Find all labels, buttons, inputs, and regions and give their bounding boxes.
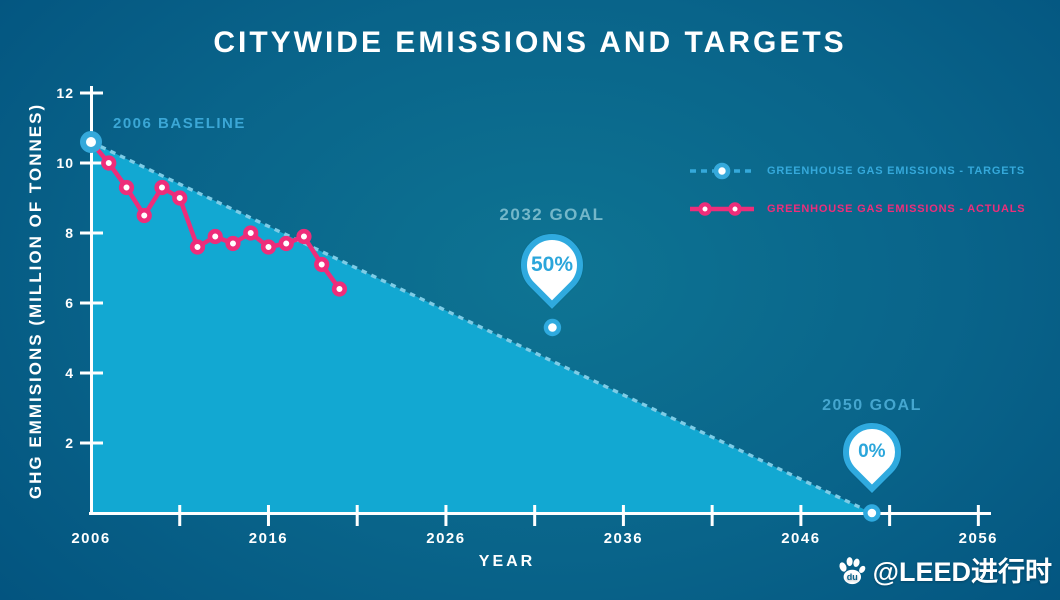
- actuals-point: [331, 281, 348, 297]
- y-tick-label: 10: [56, 155, 74, 171]
- watermark-text: @LEED进行时: [872, 557, 1052, 587]
- x-tick-label: 2046: [781, 530, 820, 547]
- y-tick-label: 2: [65, 435, 74, 451]
- x-axis-title: YEAR: [478, 553, 536, 570]
- svg-text:du: du: [846, 571, 857, 581]
- legend: GREENHOUSE GAS EMISSIONS - TARGETS GREEN…: [688, 158, 1025, 234]
- legend-targets-label: GREENHOUSE GAS EMISSIONS - TARGETS: [767, 165, 1026, 177]
- actuals-point: [118, 179, 135, 196]
- watermark: du @LEED进行时: [836, 550, 1052, 589]
- x-tick-label: 2016: [249, 530, 288, 547]
- targets-dashed-swatch: [690, 162, 754, 180]
- actuals-line-swatch: [690, 202, 754, 216]
- y-tick-label: 6: [65, 295, 74, 311]
- legend-item-actuals: GREENHOUSE GAS EMISSIONS - ACTUALS: [688, 196, 1025, 222]
- actuals-point: [314, 256, 330, 273]
- baidu-paw-icon: du: [839, 556, 865, 584]
- actuals-point: [189, 239, 206, 255]
- legend-actuals-label: GREENHOUSE GAS EMISSIONS - ACTUALS: [767, 203, 1026, 215]
- actuals-point: [296, 228, 312, 245]
- targets-point: [863, 504, 881, 522]
- actuals-point: [260, 239, 277, 255]
- actuals-point: [278, 235, 294, 252]
- actuals-point: [154, 179, 170, 196]
- actuals-point: [207, 228, 223, 245]
- baseline-point: [80, 131, 102, 153]
- x-tick-label: 2006: [71, 530, 110, 547]
- x-tick-label: 2056: [959, 530, 998, 547]
- actuals-point: [225, 235, 241, 252]
- goal-2050-pin-value: 0%: [858, 441, 886, 462]
- goal-2032-label: 2032 GOAL: [499, 205, 605, 224]
- actuals-point: [172, 190, 188, 206]
- x-tick-label: 2026: [426, 530, 465, 547]
- x-tick-label: 2036: [604, 530, 643, 547]
- y-tick-label: 8: [65, 225, 74, 241]
- y-tick-label: 4: [65, 365, 74, 381]
- goal-2050-label: 2050 GOAL: [822, 397, 922, 414]
- legend-item-targets: GREENHOUSE GAS EMISSIONS - TARGETS: [688, 158, 1025, 184]
- baseline-2006-annotation: 2006 BASELINE: [113, 115, 246, 132]
- targets-dashed-line: [90, 140, 873, 515]
- y-tick-label: 12: [56, 85, 74, 101]
- actuals-point: [101, 155, 117, 171]
- goal-2032-pin-value: 50%: [530, 253, 574, 276]
- targets-point: [543, 318, 562, 337]
- chart-title: CITYWIDE EMISSIONS AND TARGETS: [213, 26, 847, 59]
- actuals-point: [136, 207, 152, 224]
- actuals-point: [243, 225, 259, 241]
